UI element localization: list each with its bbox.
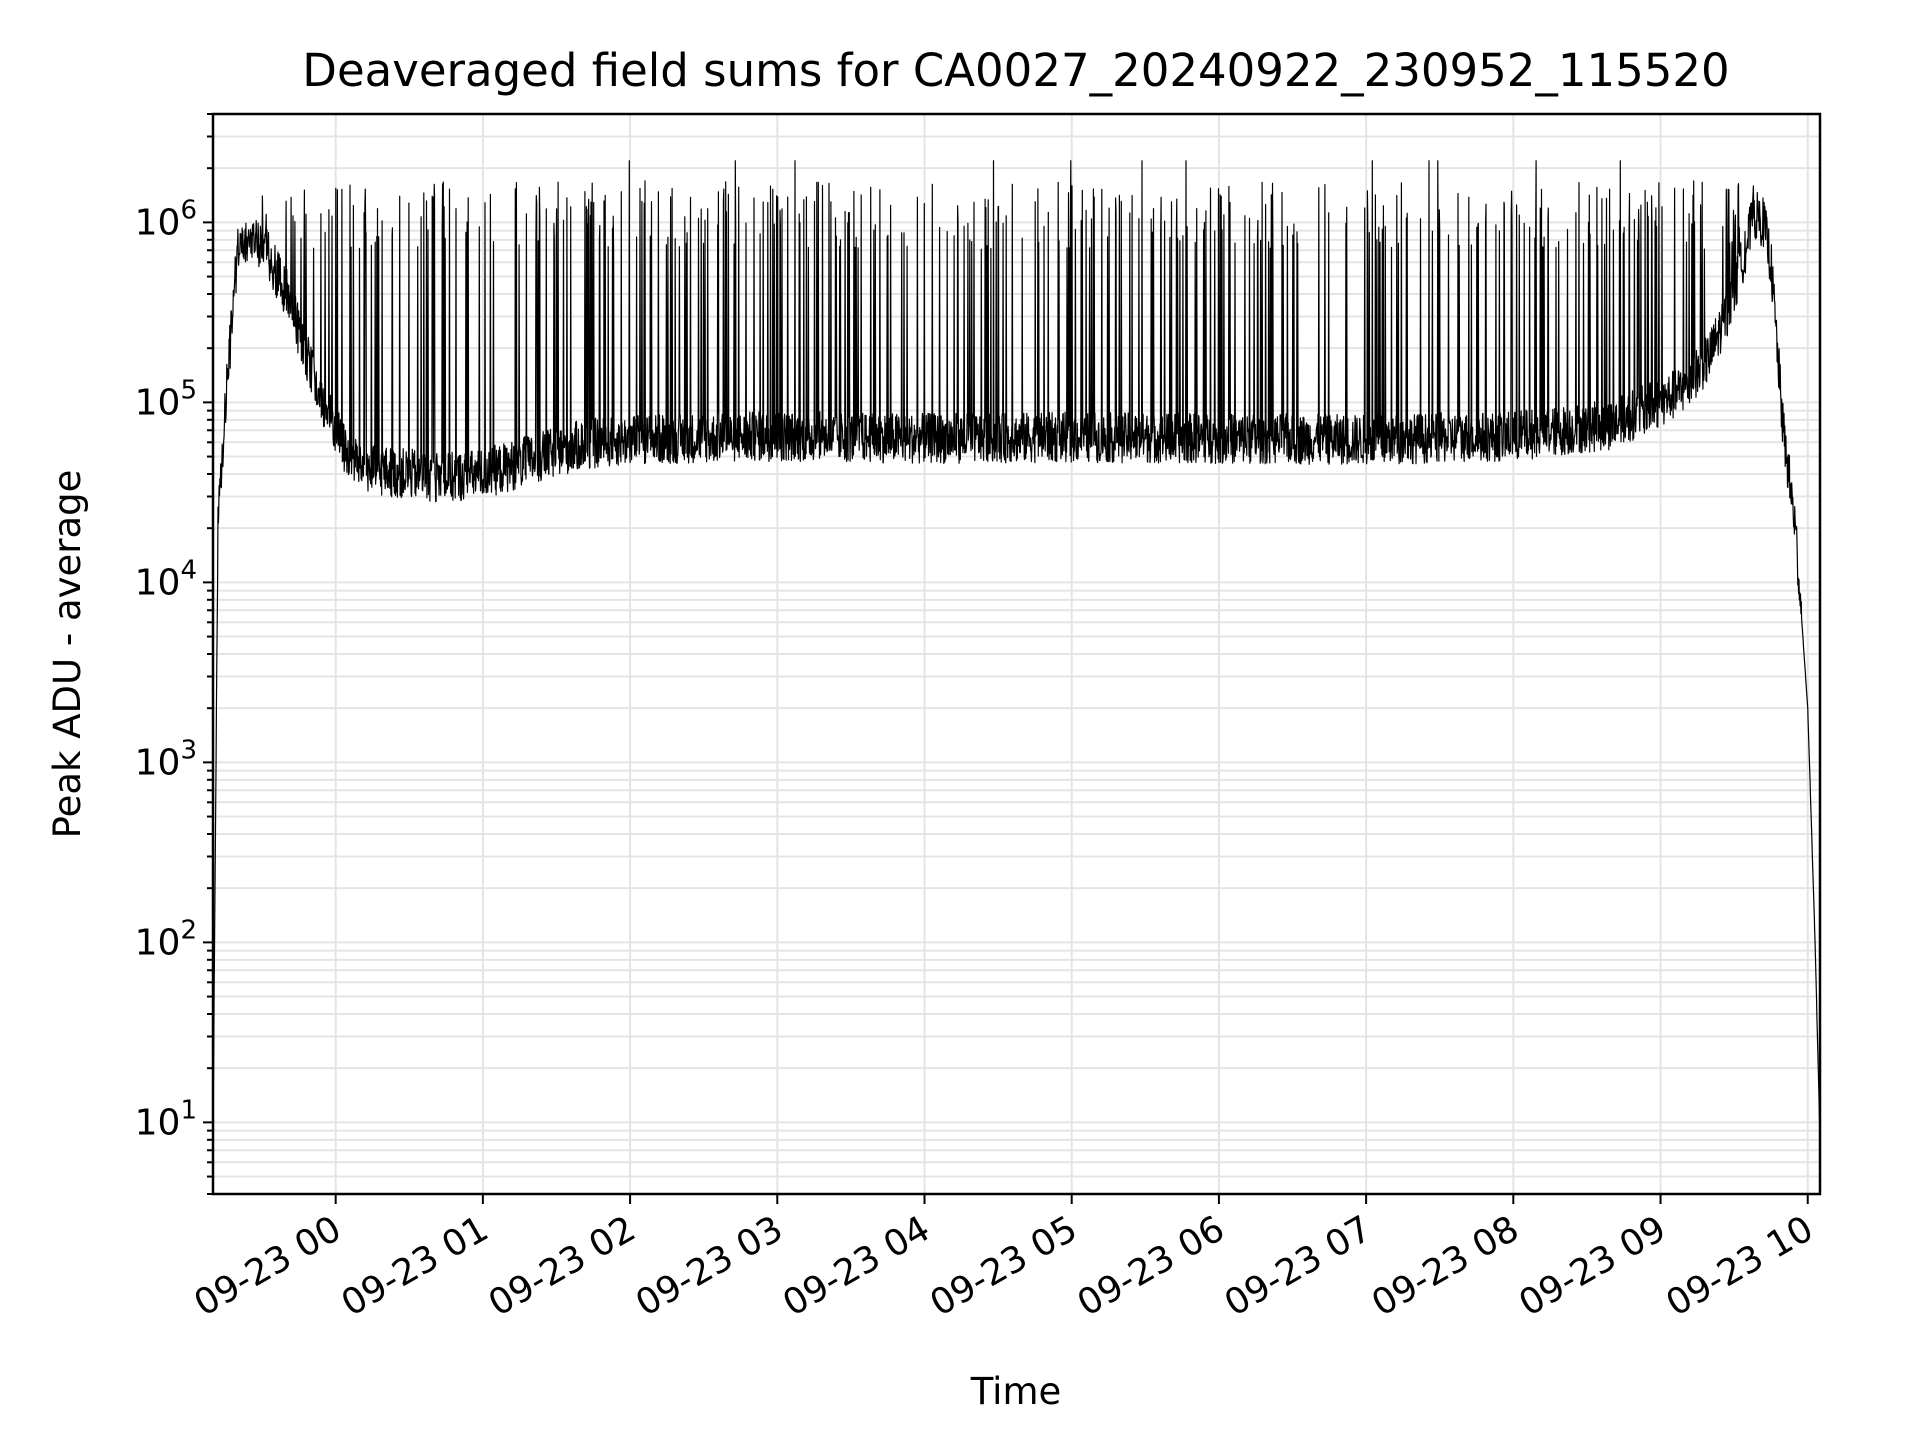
x-tick-label: 09-23 05 [924, 1208, 1085, 1324]
x-tick-label: 09-23 08 [1365, 1208, 1526, 1324]
chart-title: Deaveraged field sums for CA0027_2024092… [302, 44, 1729, 97]
y-tick-label: 103 [135, 735, 197, 783]
x-tick-label: 09-23 01 [335, 1208, 496, 1324]
series-layer [212, 160, 1821, 1140]
y-axis-label: Peak ADU - average [46, 470, 89, 839]
y-axis-ticks: 101 102 103 104 105 106 [135, 113, 213, 1195]
x-tick-label: 09-23 03 [629, 1208, 790, 1324]
y-tick-label: 101 [135, 1095, 197, 1143]
x-tick-label: 09-23 00 [187, 1208, 348, 1324]
x-tick-label: 09-23 10 [1660, 1208, 1821, 1324]
x-axis-label: Time [970, 1370, 1062, 1413]
y-tick-label: 104 [135, 555, 197, 603]
data-series-line [212, 160, 1821, 1140]
x-tick-label: 09-23 07 [1218, 1208, 1379, 1324]
y-tick-label: 106 [135, 195, 197, 243]
y-tick-label: 102 [135, 915, 197, 963]
x-tick-label: 09-23 04 [776, 1208, 937, 1324]
x-tick-label: 09-23 02 [482, 1208, 643, 1324]
y-tick-label: 105 [135, 375, 197, 423]
x-tick-label: 09-23 09 [1512, 1208, 1673, 1324]
x-tick-label: 09-23 06 [1071, 1208, 1232, 1324]
